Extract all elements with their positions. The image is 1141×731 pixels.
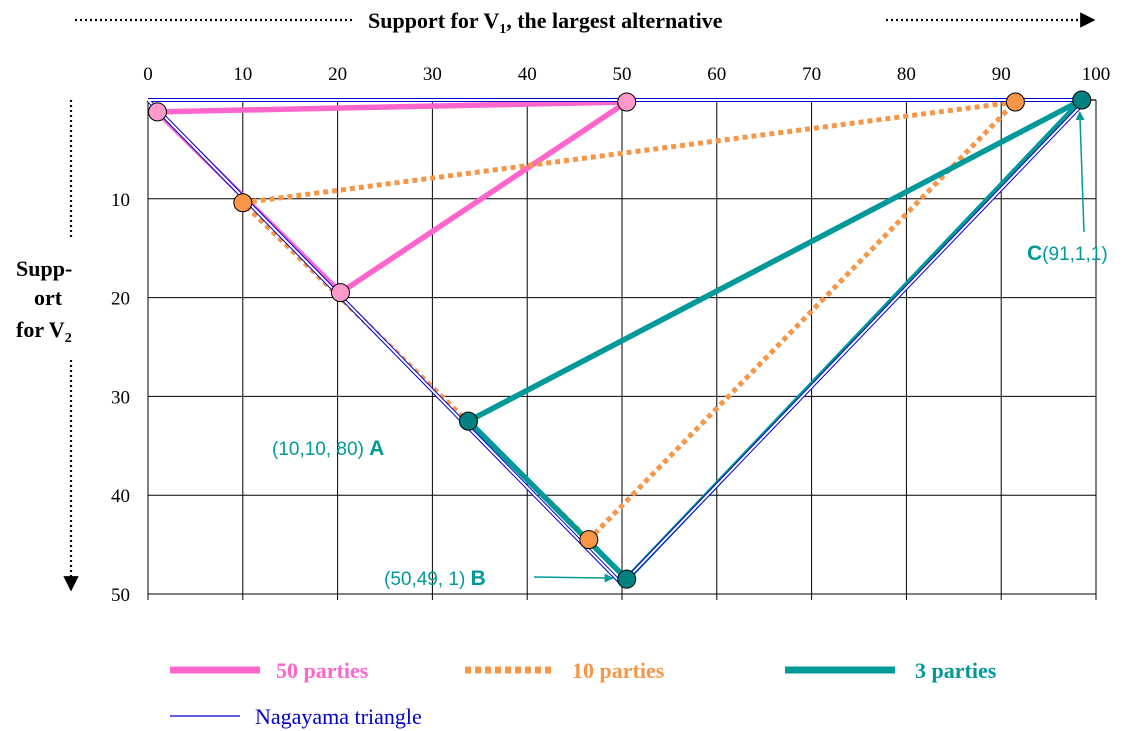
annotation-a-coords: (10,10, 80) (272, 439, 369, 460)
annotation-c-coords: (91,1,1) (1042, 244, 1107, 265)
ylabel-line-2: ort (34, 285, 63, 310)
annotation-a: (10,10, 80) A (272, 437, 384, 460)
series-line-10-parties (241, 99, 1018, 543)
chart-title-main: Support for V (368, 8, 499, 33)
chart-title-rest: , the largest alternative (506, 8, 722, 33)
legend-label-nagayama-triangle: Nagayama triangle (255, 704, 422, 729)
x-tick-label-20: 20 (328, 64, 347, 85)
legend-label-50-parties: 50 parties (276, 658, 369, 683)
series-line-50-parties (155, 99, 630, 296)
x-tick-label-80: 80 (897, 64, 916, 85)
marker-10-parties-0 (233, 193, 253, 213)
y-tick-label-10: 10 (111, 190, 130, 211)
annotation-a-letter: A (369, 437, 384, 460)
ylabel-line-3: for V2 (16, 317, 72, 346)
y-axis-ticks: 10 20 30 40 50 (111, 190, 130, 606)
legend-label-3-parties: 3 parties (915, 658, 997, 683)
y-tick-label-50: 50 (111, 585, 130, 606)
marker-10-parties-1 (1005, 92, 1025, 112)
annotation-b-arrow (533, 573, 614, 583)
annotation-c-letter: C (1027, 242, 1042, 265)
grid (147, 99, 1097, 600)
x-tick-label-90: 90 (992, 64, 1011, 85)
marker-50-parties-2 (330, 283, 350, 303)
x-tick-label-60: 60 (707, 64, 726, 85)
y-tick-label-40: 40 (111, 486, 130, 507)
x-tick-label-0: 0 (143, 64, 153, 85)
ylabel-line-1: Supp- (16, 256, 72, 281)
marker-50-parties-0 (147, 102, 167, 122)
x-tick-label-30: 30 (423, 64, 442, 85)
y-tick-label-30: 30 (111, 387, 130, 408)
series-line-3-parties (466, 97, 1085, 582)
x-tick-label-10: 10 (233, 64, 252, 85)
annotation-b-letter: B (471, 567, 486, 590)
marker-3-parties-2 (617, 569, 637, 589)
series-line-nagayama-triangle-inner (147, 99, 1089, 586)
marker-3-parties-0 (458, 411, 478, 431)
marker-3-parties-1 (1072, 90, 1092, 110)
x-tick-label-40: 40 (518, 64, 537, 85)
annotation-c-arrow (1075, 111, 1085, 233)
x-tick-label-70: 70 (802, 64, 821, 85)
series-markers (147, 90, 1092, 589)
y-tick-label-20: 20 (111, 289, 130, 310)
ylabel-line-3-main: for V (16, 317, 65, 342)
annotations: (10,10, 80) A (50,49, 1) B C(91,1,1) (272, 111, 1108, 590)
x-tick-label-100: 100 (1082, 64, 1111, 85)
chart-title-subscript: 1 (499, 22, 506, 37)
ylabel-subscript: 2 (65, 331, 72, 346)
chart-title: Support for V1, the largest alternative (368, 8, 723, 37)
series-lines (146, 97, 1092, 587)
annotation-b: (50,49, 1) B (384, 567, 486, 590)
legend: 50 parties 10 parties 3 parties Nagayama tr… (170, 658, 997, 729)
marker-10-parties-2 (579, 530, 599, 550)
x-tick-label-50: 50 (613, 64, 632, 85)
annotation-c: C(91,1,1) (1027, 242, 1108, 265)
annotation-b-coords: (50,49, 1) (384, 569, 471, 590)
x-axis-ticks: 0 10 20 30 40 50 60 70 80 90 100 (143, 64, 1110, 85)
legend-label-10-parties: 10 parties (572, 658, 665, 683)
marker-50-parties-1 (617, 92, 637, 112)
